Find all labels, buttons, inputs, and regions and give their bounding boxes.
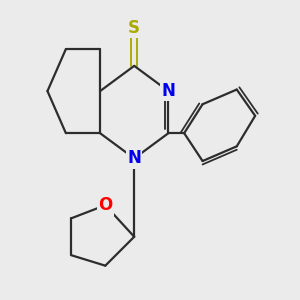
Text: N: N [127, 149, 141, 167]
Text: O: O [98, 196, 112, 214]
Text: S: S [128, 19, 140, 37]
Text: N: N [161, 82, 175, 100]
